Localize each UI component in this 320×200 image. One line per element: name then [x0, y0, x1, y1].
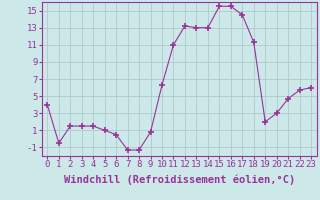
X-axis label: Windchill (Refroidissement éolien,°C): Windchill (Refroidissement éolien,°C) — [64, 175, 295, 185]
